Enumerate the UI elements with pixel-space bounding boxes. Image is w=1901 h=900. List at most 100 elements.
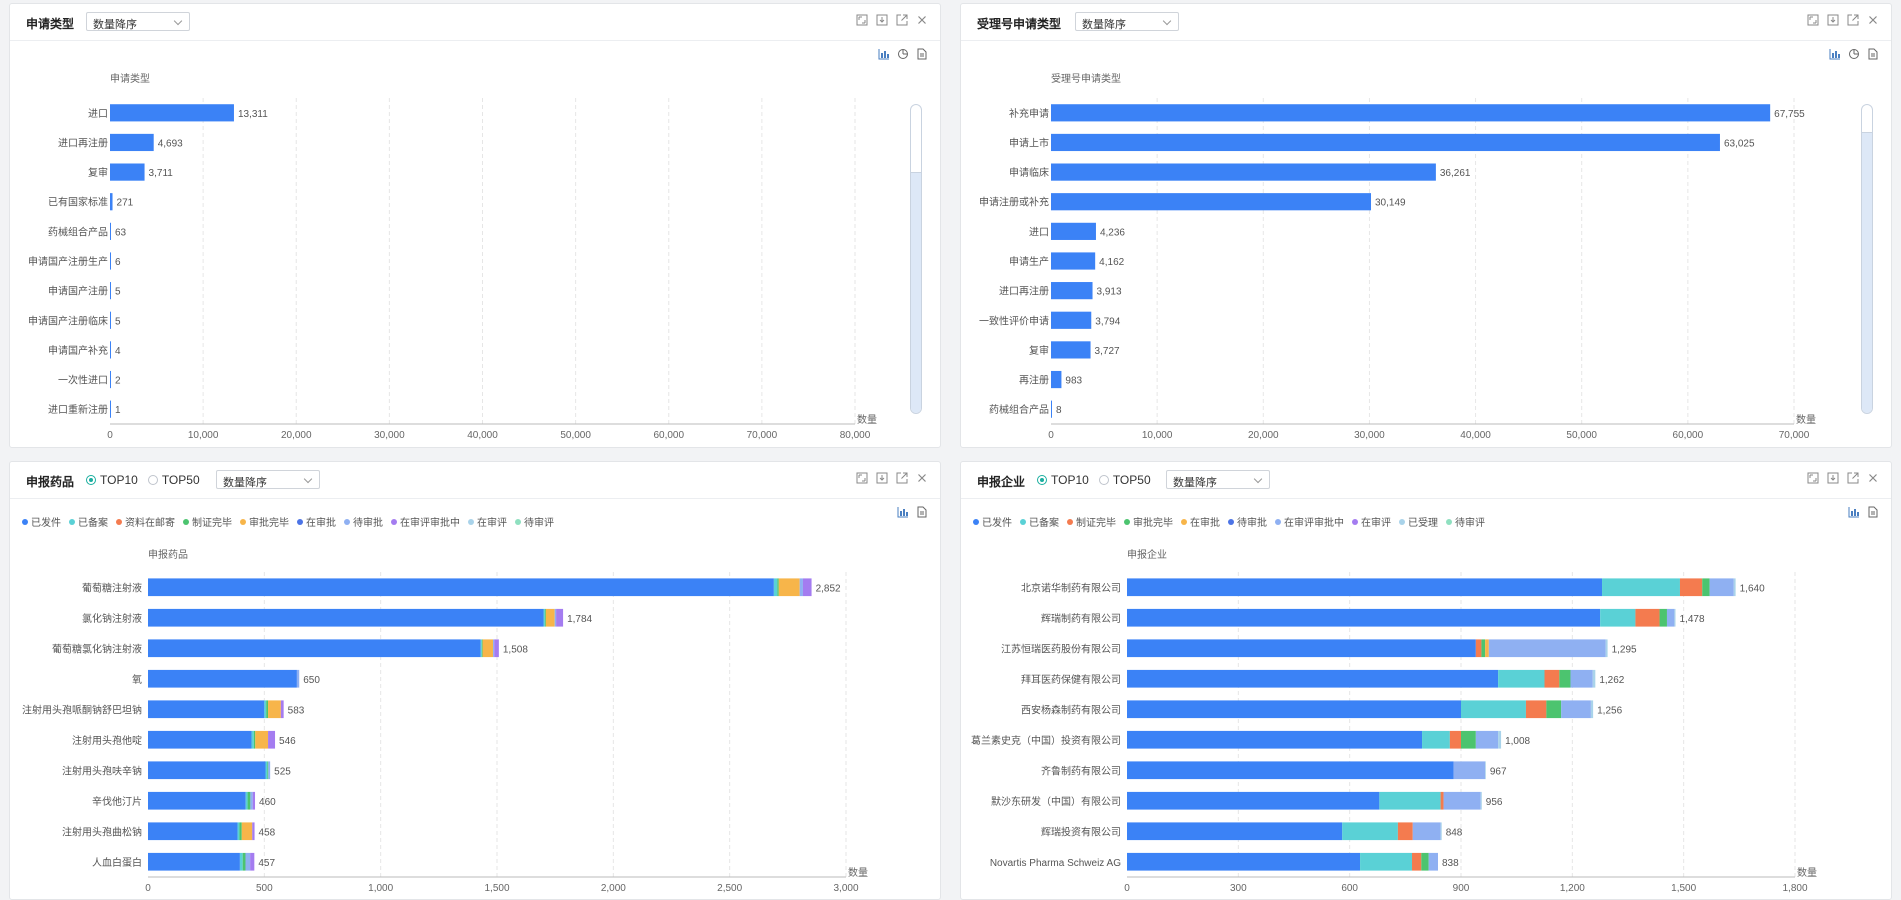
bar-segment[interactable]	[1481, 639, 1486, 658]
bar[interactable]	[1051, 341, 1091, 359]
bar-segment[interactable]	[1709, 578, 1734, 597]
bar-segment[interactable]	[264, 700, 267, 719]
bar-segment[interactable]	[148, 761, 266, 780]
bar-segment[interactable]	[268, 761, 271, 780]
bar[interactable]	[110, 341, 111, 359]
bar-segment[interactable]	[1485, 761, 1486, 780]
vertical-scrollbar[interactable]	[910, 104, 922, 414]
bar-segment[interactable]	[1544, 669, 1560, 688]
bar-segment[interactable]	[556, 608, 564, 627]
bar-segment[interactable]	[1412, 822, 1441, 841]
bar-segment[interactable]	[148, 791, 246, 810]
external-link-icon[interactable]	[1847, 14, 1859, 26]
bar-segment[interactable]	[1525, 700, 1547, 719]
bar[interactable]	[110, 193, 113, 211]
legend-item[interactable]: 已发件	[973, 514, 1012, 529]
bar-segment[interactable]	[250, 791, 253, 810]
bar-segment[interactable]	[1498, 730, 1502, 749]
external-link-icon[interactable]	[896, 14, 908, 26]
bar-segment[interactable]	[1570, 669, 1593, 688]
bar-segment[interactable]	[1440, 791, 1444, 810]
bar-segment[interactable]	[1592, 669, 1596, 688]
bar-chart-icon[interactable]	[897, 505, 909, 518]
bar-segment[interactable]	[1475, 639, 1482, 658]
bar-segment[interactable]	[1127, 639, 1476, 658]
bar-segment[interactable]	[1397, 822, 1413, 841]
sort-select[interactable]: 数量降序	[1075, 12, 1179, 31]
bar[interactable]	[1051, 282, 1093, 300]
bar-segment[interactable]	[1679, 578, 1703, 597]
bar[interactable]	[110, 104, 234, 122]
bar-segment[interactable]	[1379, 791, 1441, 810]
legend-item[interactable]: 待审评	[515, 514, 554, 529]
bar-segment[interactable]	[239, 852, 243, 871]
bar-segment[interactable]	[245, 791, 248, 810]
external-link-icon[interactable]	[896, 472, 908, 484]
bar-segment[interactable]	[1546, 700, 1562, 719]
bar-segment[interactable]	[1127, 608, 1601, 627]
fullscreen-icon[interactable]	[1807, 14, 1819, 26]
bar-segment[interactable]	[1127, 852, 1361, 871]
download-icon[interactable]	[1827, 14, 1839, 26]
radio-top10[interactable]: TOP10	[1037, 473, 1089, 487]
bar-segment[interactable]	[268, 730, 276, 749]
bar-segment[interactable]	[1127, 761, 1454, 780]
bar-segment[interactable]	[266, 700, 269, 719]
bar-segment[interactable]	[280, 700, 284, 719]
bar-segment[interactable]	[1602, 578, 1680, 597]
bar-segment[interactable]	[1127, 791, 1380, 810]
bar-segment[interactable]	[1559, 669, 1571, 688]
bar-segment[interactable]	[773, 578, 778, 597]
bar-segment[interactable]	[778, 578, 800, 597]
legend-item[interactable]: 制证完毕	[183, 514, 232, 529]
bar[interactable]	[1051, 222, 1096, 240]
bar-segment[interactable]	[1342, 822, 1398, 841]
bar[interactable]	[1051, 311, 1092, 329]
bar[interactable]	[110, 370, 111, 389]
bar-segment[interactable]	[1659, 608, 1667, 627]
bar-segment[interactable]	[148, 578, 774, 597]
bar-segment[interactable]	[252, 822, 255, 841]
bar-segment[interactable]	[1702, 578, 1710, 597]
scrollbar-handle[interactable]	[911, 172, 921, 413]
bar-segment[interactable]	[148, 730, 252, 749]
close-icon[interactable]	[1867, 472, 1879, 484]
download-icon[interactable]	[876, 14, 888, 26]
bar-segment[interactable]	[296, 669, 300, 688]
bar-segment[interactable]	[148, 822, 238, 841]
bar-segment[interactable]	[1561, 700, 1591, 719]
bar-segment[interactable]	[267, 761, 269, 780]
vertical-scrollbar[interactable]	[1861, 104, 1873, 414]
bar-segment[interactable]	[482, 639, 494, 658]
bar-segment[interactable]	[242, 852, 246, 871]
bar-segment[interactable]	[239, 822, 242, 841]
bar[interactable]	[110, 252, 111, 270]
fullscreen-icon[interactable]	[856, 14, 868, 26]
bar-segment[interactable]	[1461, 730, 1476, 749]
legend-item[interactable]: 在审批	[297, 514, 336, 529]
download-icon[interactable]	[1827, 472, 1839, 484]
scrollbar-handle[interactable]	[1862, 132, 1872, 413]
document-icon[interactable]	[916, 47, 928, 60]
bar-segment[interactable]	[148, 852, 240, 871]
legend-item[interactable]: 资料在邮寄	[116, 514, 175, 529]
bar[interactable]	[1051, 193, 1372, 211]
legend-item[interactable]: 在审评审批中	[1275, 514, 1344, 529]
bar-chart-icon[interactable]	[878, 47, 890, 60]
legend-item[interactable]: 在审评	[1352, 514, 1391, 529]
bar-segment[interactable]	[247, 791, 251, 810]
bar-segment[interactable]	[1475, 730, 1499, 749]
legend-item[interactable]: 审批完毕	[240, 514, 289, 529]
bar-segment[interactable]	[481, 639, 483, 658]
sort-select[interactable]: 数量降序	[216, 470, 320, 489]
bar-segment[interactable]	[1127, 578, 1603, 597]
bar[interactable]	[110, 163, 145, 181]
bar-segment[interactable]	[1600, 608, 1636, 627]
bar-segment[interactable]	[1440, 822, 1442, 841]
bar-segment[interactable]	[148, 669, 297, 688]
legend-item[interactable]: 在审批	[1181, 514, 1220, 529]
bar-segment[interactable]	[1449, 730, 1461, 749]
bar[interactable]	[1051, 400, 1052, 418]
legend-item[interactable]: 制证完毕	[1067, 514, 1116, 529]
bar[interactable]	[1051, 252, 1096, 270]
